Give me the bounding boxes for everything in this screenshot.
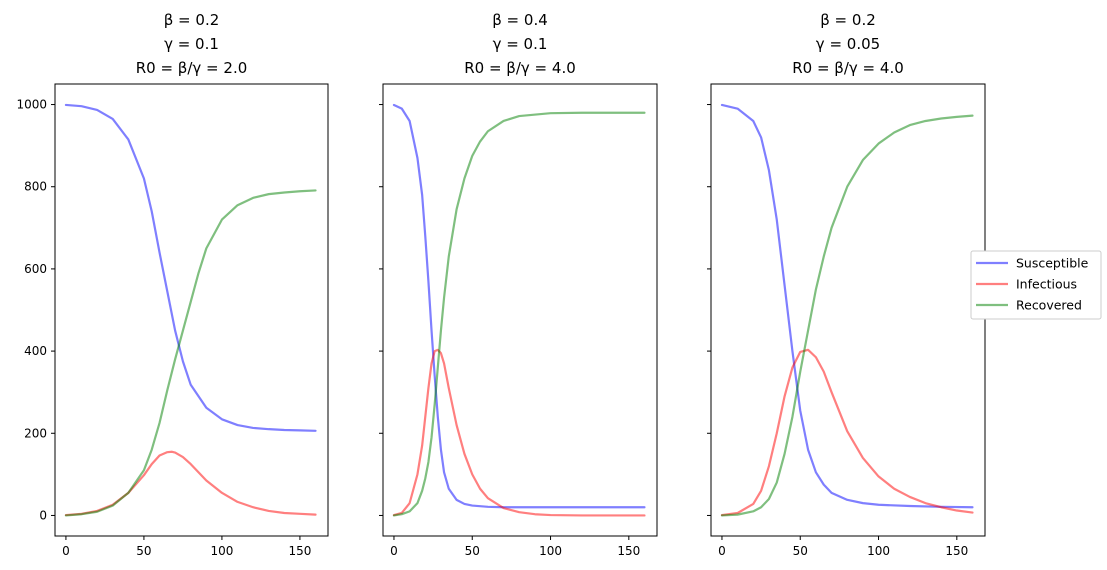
chart-2-series-recovered-line xyxy=(392,111,646,517)
chart-2-x-tick-label: 150 xyxy=(617,544,640,558)
chart-3-series-recovered-line xyxy=(720,114,974,517)
chart-2-title-line-2: γ = 0.1 xyxy=(493,35,548,53)
chart-3-axes-frame xyxy=(710,83,986,537)
chart-1-title-line-1: β = 0.2 xyxy=(164,11,220,29)
chart-1-y-tick-label: 1000 xyxy=(16,98,47,112)
chart-1-x-tick-label: 100 xyxy=(210,544,233,558)
chart-1-axes-frame xyxy=(54,83,329,537)
chart-2-axes-frame xyxy=(382,83,658,537)
chart-3-x-tick-label: 150 xyxy=(945,544,968,558)
chart-2-title-line-1: β = 0.4 xyxy=(492,11,548,29)
chart-1-series-infectious-line xyxy=(64,450,317,517)
chart-3-x-tick-label: 100 xyxy=(867,544,890,558)
chart-1-x-tick-label: 50 xyxy=(136,544,151,558)
chart-1-y-tick-label: 400 xyxy=(24,344,47,358)
chart-1-x-tick-label: 0 xyxy=(62,544,70,558)
chart-1-x-tick-label: 150 xyxy=(288,544,311,558)
chart-1-series-susceptible-line xyxy=(64,103,317,432)
chart-1-series-recovered-line xyxy=(64,189,317,517)
legend-label-infectious: Infectious xyxy=(1016,277,1077,292)
chart-3-title-line-1: β = 0.2 xyxy=(820,11,876,29)
chart-1-y-tick-label: 600 xyxy=(24,262,47,276)
chart-2-x-tick-label: 0 xyxy=(390,544,398,558)
chart-2-x-tick-label: 100 xyxy=(539,544,562,558)
legend-box xyxy=(970,250,1102,320)
legend-label-susceptible: Susceptible xyxy=(1016,256,1089,271)
chart-3-series-infectious-line xyxy=(720,348,974,517)
chart-3-x-tick-label: 50 xyxy=(793,544,808,558)
legend-label-recovered: Recovered xyxy=(1016,298,1082,313)
chart-2-title-line-3: R0 = β/γ = 4.0 xyxy=(464,59,576,77)
chart-3-x-tick-label: 0 xyxy=(718,544,726,558)
chart-1-y-tick-label: 0 xyxy=(39,508,47,522)
chart-3-title-line-3: R0 = β/γ = 4.0 xyxy=(792,59,904,77)
chart-2-x-tick-label: 50 xyxy=(465,544,480,558)
chart-1-title-line-3: R0 = β/γ = 2.0 xyxy=(136,59,248,77)
chart-3-title-line-2: γ = 0.05 xyxy=(816,35,880,53)
chart-2-series-susceptible-line xyxy=(392,103,646,509)
chart-3-series-susceptible-line xyxy=(720,103,974,509)
chart-2-series-infectious-line xyxy=(392,348,646,517)
chart-1-title-line-2: γ = 0.1 xyxy=(164,35,219,53)
chart-1-y-tick-label: 800 xyxy=(24,180,47,194)
chart-1-y-tick-label: 200 xyxy=(24,426,47,440)
